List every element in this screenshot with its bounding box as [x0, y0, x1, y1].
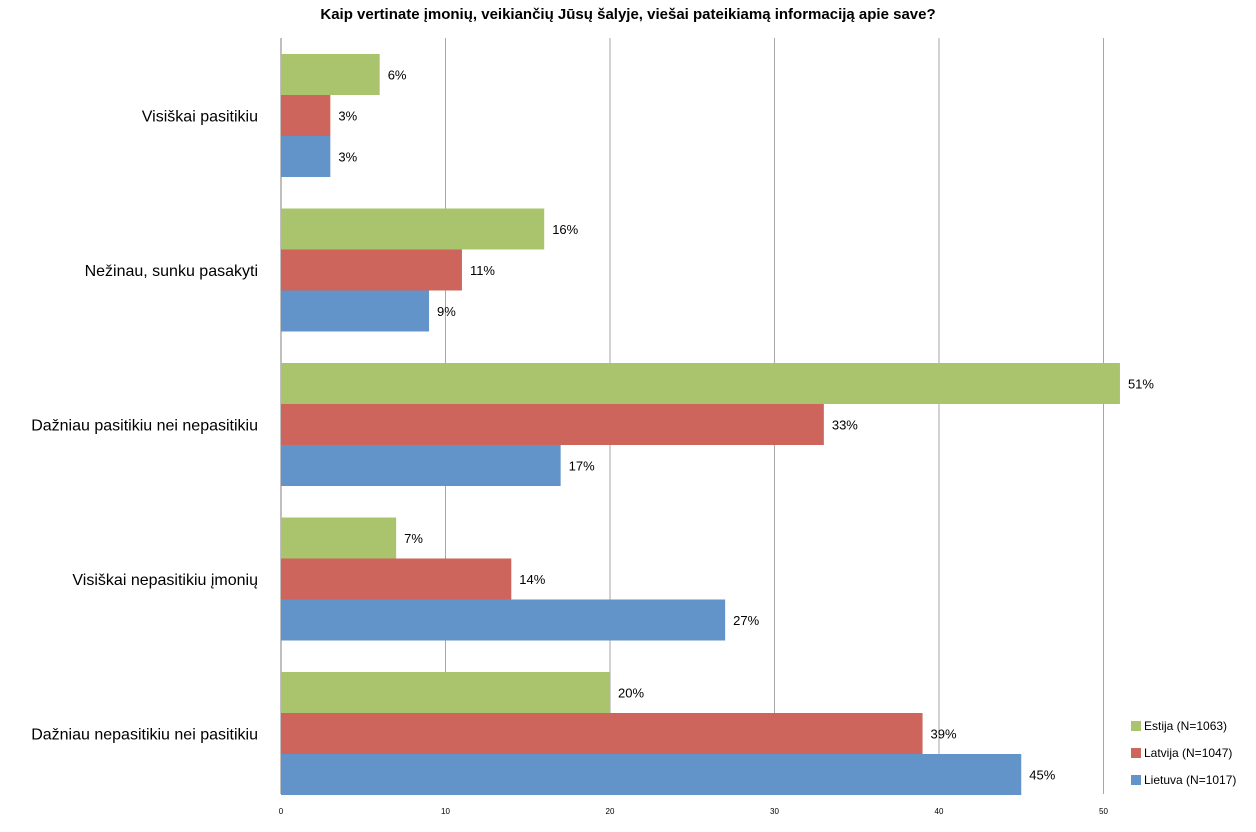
data-label: 39%: [931, 727, 957, 742]
bar: [281, 445, 561, 486]
bar: [281, 672, 610, 713]
data-label: 45%: [1029, 768, 1055, 783]
category-label: Nežinau, sunku pasakyti: [85, 263, 258, 280]
bars: 6% 3% 3% 16% 11% 9% 51% 33% 17% 7% 14% 27% 20% 39% 45%: [281, 54, 1154, 795]
data-label: 27%: [733, 613, 759, 628]
category-label: Dažniau nepasitikiu nei pasitikiu: [31, 727, 258, 744]
data-label: 3%: [338, 109, 357, 124]
legend-swatch: [1131, 721, 1141, 731]
bar: [281, 136, 331, 177]
data-label: 7%: [404, 531, 423, 546]
data-label: 14%: [519, 572, 545, 587]
data-label: 6%: [388, 68, 407, 83]
bar: [281, 517, 397, 559]
data-label: 11%: [470, 263, 495, 278]
bar: [281, 208, 545, 250]
data-label: 51%: [1128, 377, 1154, 392]
x-tick-label: 30: [770, 807, 779, 816]
category-label: Visiškai nepasitikiu įmonių: [72, 572, 258, 589]
category-label: Visiškai pasitikiu: [142, 109, 258, 126]
bar: [281, 249, 462, 291]
bar: [281, 290, 430, 332]
data-label: 16%: [552, 222, 578, 237]
data-label: 17%: [569, 459, 595, 474]
x-tick-label: 10: [441, 807, 450, 816]
legend-label: Estija (N=1063): [1144, 719, 1227, 733]
data-label: 20%: [618, 686, 644, 701]
x-tick-label: 50: [1099, 807, 1108, 816]
legend: Estija (N=1063) Latvija (N=1047) Lietuva (…: [1131, 719, 1236, 787]
x-tick-label: 40: [935, 807, 944, 816]
data-label: 9%: [437, 304, 456, 319]
legend-label: Latvija (N=1047): [1144, 746, 1232, 760]
legend-swatch: [1131, 748, 1141, 758]
bar: [281, 754, 1022, 795]
bar: [281, 558, 512, 600]
x-axis-ticks: 0 10 20 30 40 50: [279, 807, 1109, 816]
category-labels: Visiškai pasitikiu Nežinau, sunku pasakyt…: [31, 109, 258, 744]
legend-swatch: [1131, 775, 1141, 785]
x-tick-label: 20: [606, 807, 615, 816]
bar: [281, 95, 331, 136]
data-label: 33%: [832, 418, 858, 433]
legend-label: Lietuva (N=1017): [1144, 773, 1236, 787]
category-label: Dažniau pasitikiu nei nepasitikiu: [31, 418, 258, 435]
bar: [281, 54, 380, 95]
bar: [281, 599, 726, 641]
x-tick-label: 0: [279, 807, 284, 816]
bar: [281, 713, 923, 754]
chart-title: Kaip vertinate įmonių, veikiančių Jūsų š…: [320, 6, 936, 23]
data-label: 3%: [338, 150, 357, 165]
bar: [281, 404, 824, 445]
bar: [281, 363, 1120, 404]
